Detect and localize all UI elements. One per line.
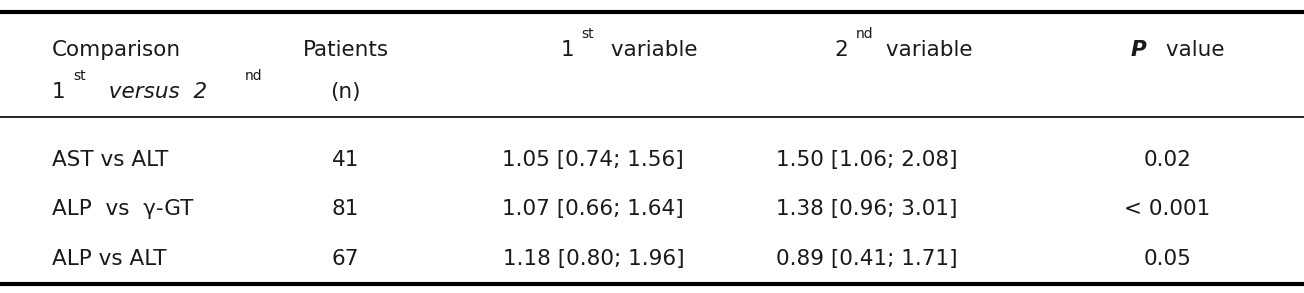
Text: st: st [582,27,595,41]
Text: 1.05 [0.74; 1.56]: 1.05 [0.74; 1.56] [502,150,685,170]
Text: 1.38 [0.96; 3.01]: 1.38 [0.96; 3.01] [776,200,958,219]
Text: 1: 1 [561,40,574,60]
Text: value: value [1159,40,1224,60]
Text: Comparison: Comparison [52,40,181,60]
Text: 1: 1 [52,82,65,102]
Text: Patients: Patients [303,40,389,60]
Text: nd: nd [855,27,874,41]
Text: 1.18 [0.80; 1.96]: 1.18 [0.80; 1.96] [502,249,685,269]
Text: 81: 81 [333,200,359,219]
Text: variable: variable [879,40,973,60]
Text: 67: 67 [331,249,360,269]
Text: P: P [1131,40,1146,60]
Text: < 0.001: < 0.001 [1124,200,1210,219]
Text: 0.02: 0.02 [1144,150,1191,170]
Text: st: st [73,69,86,83]
Text: 0.89 [0.41; 1.71]: 0.89 [0.41; 1.71] [776,249,958,269]
Text: variable: variable [604,40,698,60]
Text: ALP vs ALT: ALP vs ALT [52,249,167,269]
Text: ALP  vs  γ-GT: ALP vs γ-GT [52,200,193,219]
Text: 1.07 [0.66; 1.64]: 1.07 [0.66; 1.64] [502,200,685,219]
Text: 1.50 [1.06; 2.08]: 1.50 [1.06; 2.08] [776,150,958,170]
Text: 41: 41 [333,150,359,170]
Text: AST vs ALT: AST vs ALT [52,150,168,170]
Text: (n): (n) [330,82,361,102]
Text: versus  2: versus 2 [95,82,207,102]
Text: 2: 2 [835,40,849,60]
Text: nd: nd [245,69,263,83]
Text: 0.05: 0.05 [1144,249,1191,269]
